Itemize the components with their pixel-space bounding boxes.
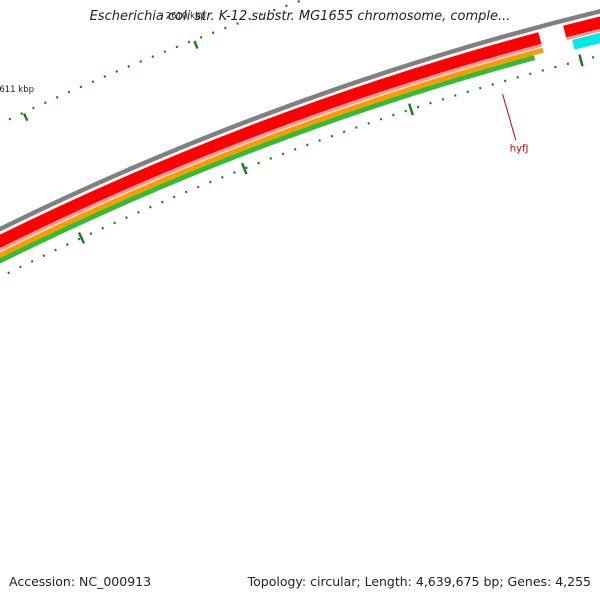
inner-major-tick-4 bbox=[578, 54, 584, 67]
map-title: Escherichia coli str. K-12 substr. MG165… bbox=[89, 9, 511, 24]
feature-rings bbox=[0, 0, 600, 336]
backbone-ring bbox=[0, 9, 600, 232]
inner-major-tick-3 bbox=[408, 103, 414, 116]
kbp-label-2611: 2611 kbp bbox=[0, 85, 34, 95]
forward-cds-2[interactable] bbox=[563, 4, 600, 38]
major-tick-2610 bbox=[193, 40, 199, 49]
inner-major-tick-1 bbox=[77, 231, 86, 244]
gene-labels: hyfJhyfIhyfHhyfGhyfFhyfEhyfDhyfChyfB bbox=[502, 93, 529, 155]
gene-label-hyfJ[interactable]: hyfJ bbox=[510, 144, 529, 155]
forward-cds-1[interactable] bbox=[0, 32, 542, 336]
forward-cds-shade-2[interactable] bbox=[566, 16, 600, 41]
major-tick-2611 bbox=[22, 113, 29, 122]
reverse-cds[interactable] bbox=[572, 0, 600, 51]
inner-major-tick-2 bbox=[240, 162, 248, 175]
kbp-label-2610: 2610 kbp bbox=[166, 12, 206, 22]
genome-summary: Topology: circular; Length: 4,639,675 bp… bbox=[247, 574, 591, 589]
tick-marks bbox=[0, 0, 600, 279]
accession-label: Accession: NC_000913 bbox=[9, 574, 152, 589]
gene-leader-hyfJ bbox=[502, 93, 517, 141]
